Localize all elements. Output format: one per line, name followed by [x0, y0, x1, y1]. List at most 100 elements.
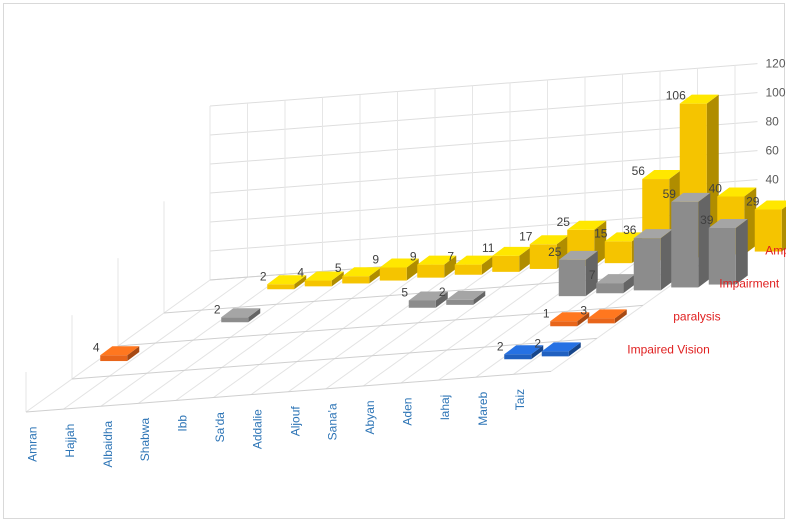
gridline [209, 150, 758, 194]
bar-amputated-limbs-top [642, 170, 682, 180]
bar-impairment-top [558, 250, 598, 260]
bar-amputated-limbs-front [754, 209, 782, 252]
category-label: Mareb [476, 391, 490, 425]
bar-amputated-limbs-front [304, 280, 332, 287]
data-label: 3 [580, 303, 587, 317]
bar-paralysis-front [100, 355, 128, 362]
bar-impairment-top [221, 308, 261, 318]
bar-impairment-side [660, 229, 673, 291]
category-label: Sa'da [213, 412, 227, 443]
bar-impaired-vision-side [531, 345, 544, 360]
bar-impairment-front [221, 317, 249, 323]
bar-impairment-side [435, 291, 448, 308]
category-label: Aljouf [288, 406, 302, 437]
data-label: 106 [666, 89, 686, 103]
category-label: Taiz [513, 389, 527, 410]
bar-amputated-limbs-top [754, 200, 786, 210]
data-label: 25 [557, 215, 571, 229]
data-label: 2 [439, 285, 446, 299]
gridline [209, 92, 758, 136]
bar-amputated-limbs-front [267, 284, 295, 290]
bar-amputated-limbs-top [679, 94, 719, 104]
data-label: 11 [482, 241, 495, 255]
data-label: 9 [410, 250, 417, 264]
bar-paralysis-top [587, 309, 627, 319]
bar-amputated-limbs-top [567, 220, 607, 230]
bar-amputated-limbs-side [294, 275, 307, 290]
bar-amputated-limbs-side [331, 271, 344, 287]
data-label: 59 [663, 187, 677, 201]
gridline [209, 63, 758, 107]
series-label: Amputated Limbs [765, 243, 786, 257]
bar-amputated-limbs-front [454, 264, 482, 275]
bar-impairment-side [623, 274, 636, 294]
bar-paralysis-side [127, 346, 140, 362]
bar-impaired-vision-top [504, 345, 544, 355]
bar-impaired-vision-front [504, 354, 532, 360]
bar-amputated-limbs-top [717, 187, 757, 197]
data-label: 1 [543, 306, 550, 320]
bar-impairment-top [671, 192, 711, 202]
bar-amputated-limbs-top [342, 267, 382, 277]
bar-impairment-side [585, 250, 598, 297]
y-tick-label: 40 [766, 173, 780, 187]
data-label: 56 [632, 164, 646, 178]
category-label: Sana'a [326, 403, 340, 440]
bar-amputated-limbs-side [444, 255, 457, 278]
data-label: 5 [401, 286, 408, 300]
data-label: 36 [623, 223, 637, 237]
data-label: 29 [746, 195, 760, 209]
category-label: lahaj [438, 395, 452, 420]
y-tick-label: 100 [766, 86, 786, 100]
bar-amputated-limbs-front [379, 267, 407, 281]
bar-impairment-top [708, 219, 748, 228]
bar-amputated-limbs-side [406, 258, 419, 281]
category-label: Abyan [363, 400, 377, 434]
gridline [209, 121, 758, 165]
category-label: Aden [401, 398, 415, 426]
data-label: 9 [372, 253, 379, 267]
bar-amputated-limbs-front [342, 276, 370, 284]
bar-amputated-limbs-top [454, 255, 494, 265]
bar-amputated-limbs-side [781, 206, 786, 252]
series-label: Impaired Vision [627, 342, 710, 356]
bar-amputated-limbs-top [304, 271, 344, 281]
chart-frame: 020406080100120AmranHajjahAlbaidhaShabwa… [3, 3, 786, 519]
category-label: Albaidha [101, 420, 115, 467]
data-label: 15 [594, 226, 608, 240]
bar-amputated-limbs-top [529, 235, 569, 245]
bar-impairment-front [633, 238, 661, 291]
bar-impairment-side [698, 192, 711, 288]
bar-impairment-side [473, 290, 486, 305]
data-label: 40 [709, 181, 723, 195]
data-label: 2 [214, 302, 221, 316]
bar-impaired-vision-front [541, 351, 569, 357]
data-label: 7 [589, 268, 596, 282]
bar-amputated-limbs-top [417, 255, 457, 265]
bar-paralysis-top [100, 346, 140, 356]
floor-row-line [71, 337, 598, 380]
data-label: 25 [548, 245, 562, 259]
bar-paralysis-front [550, 321, 578, 327]
bar-impairment-side [248, 308, 261, 323]
data-label: 39 [700, 213, 714, 227]
data-label: 4 [93, 340, 100, 354]
data-label: 2 [497, 339, 504, 353]
bar-impaired-vision-side [568, 342, 581, 357]
bar-impairment-top [633, 229, 673, 239]
bar-impairment-front [596, 283, 624, 294]
bar-impairment-top [596, 274, 636, 284]
bar-paralysis-top [550, 312, 590, 322]
bar-amputated-limbs-top [492, 246, 532, 256]
y-tick-label: 120 [766, 57, 786, 71]
data-label: 2 [260, 269, 267, 283]
bar-paralysis-side [614, 309, 627, 324]
floor-row-line [117, 304, 644, 347]
bar-impairment-top [446, 290, 486, 300]
bar-impairment-top [408, 291, 448, 301]
bar-amputated-limbs-side [369, 267, 382, 284]
bar-amputated-limbs-front [492, 255, 520, 272]
y-tick-label: 80 [766, 115, 780, 129]
bar-impaired-vision-top [541, 342, 581, 352]
bar-amputated-limbs-front [529, 244, 557, 269]
